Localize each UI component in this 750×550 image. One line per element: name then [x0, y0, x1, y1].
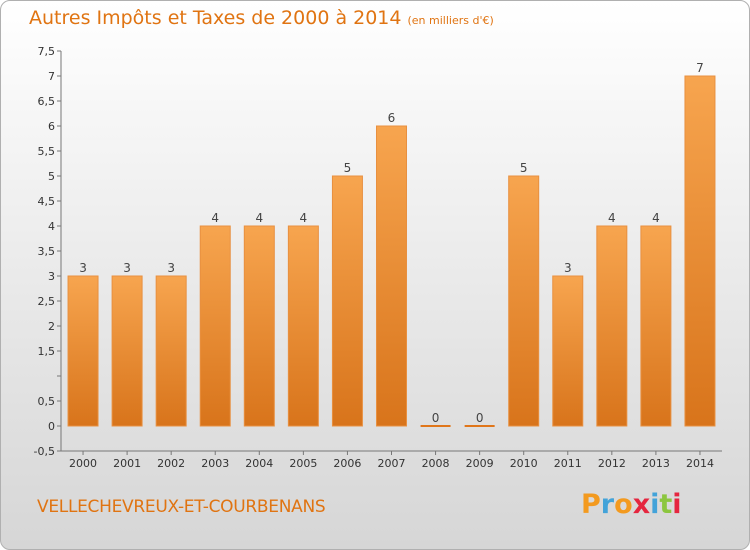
y-tick-label: 5	[48, 170, 55, 183]
x-tick-label: 2007	[378, 457, 406, 470]
y-tick-label: 2,5	[38, 295, 56, 308]
data-label: 3	[79, 261, 87, 275]
x-tick-label: 2001	[113, 457, 141, 470]
bar	[684, 75, 716, 427]
logo-letter: i	[650, 489, 660, 520]
data-labels: 3 3 3 4 4 4 5 6 0 0 5 3 4 4 7	[79, 61, 704, 425]
y-tick-label: 3	[48, 270, 55, 283]
chart-title-text: Autres Impôts et Taxes de 2000 à 2014	[29, 7, 402, 29]
chart-unit: (en milliers d'€)	[407, 14, 494, 27]
x-tick-label: 2012	[598, 457, 626, 470]
bar	[596, 225, 628, 427]
y-tick-label: 7	[48, 70, 55, 83]
y-tick-label: 0,5	[38, 395, 56, 408]
logo-letter: t	[659, 489, 673, 520]
data-label: 3	[123, 261, 131, 275]
data-label: 5	[344, 161, 352, 175]
x-tick-label: 2008	[422, 457, 450, 470]
x-tick-label: 2002	[157, 457, 185, 470]
logo-letter: r	[600, 489, 615, 520]
x-tick-label: 2006	[333, 457, 361, 470]
bar	[508, 175, 540, 427]
x-tick-label: 2011	[554, 457, 582, 470]
bar	[331, 175, 363, 427]
data-label: 3	[167, 261, 175, 275]
proxiti-logo: Proxiti	[581, 489, 682, 520]
y-tick-label: 0	[48, 420, 55, 433]
y-tick-label: 6,5	[38, 95, 56, 108]
logo-letter: x	[632, 489, 651, 520]
y-tick-label: 1,5	[38, 345, 56, 358]
bar	[155, 275, 187, 427]
data-label: 4	[608, 211, 616, 225]
data-label: 4	[211, 211, 219, 225]
chart-title: Autres Impôts et Taxes de 2000 à 2014 (en…	[29, 7, 494, 29]
y-tick-label: 4	[48, 220, 55, 233]
data-label: 4	[255, 211, 263, 225]
logo-letter: o	[614, 489, 633, 520]
data-label: 6	[388, 111, 396, 125]
x-tick-label: 2000	[69, 457, 97, 470]
data-label: 7	[696, 61, 704, 75]
bar	[376, 125, 407, 427]
x-tick-label: 2009	[466, 457, 494, 470]
data-label: 4	[652, 211, 660, 225]
axes: -0,5 0 0,5 1,5 2 2,5 3 3,5 4 4,5 5 5,5 6 6,5 7 7,5 2000 2…	[34, 45, 722, 470]
data-label: 0	[476, 411, 484, 425]
bar	[287, 225, 319, 427]
data-label: 0	[432, 411, 440, 425]
y-tick-label: 5,5	[38, 145, 56, 158]
x-tick-label: 2013	[642, 457, 670, 470]
commune-name: VELLECHEVREUX-ET-COURBENANS	[37, 497, 326, 517]
y-tick-label: 2	[48, 320, 55, 333]
logo-letter: i	[672, 489, 682, 520]
data-label: 3	[564, 261, 572, 275]
y-tick-label: -0,5	[34, 445, 55, 458]
y-tick-label: 3,5	[38, 245, 56, 258]
data-label: 4	[300, 211, 308, 225]
bar	[67, 275, 99, 427]
data-label: 5	[520, 161, 528, 175]
bar	[199, 225, 231, 427]
bar	[640, 225, 672, 427]
y-tick-label: 4,5	[38, 195, 56, 208]
x-tick-label: 2010	[510, 457, 538, 470]
bar	[464, 425, 495, 427]
x-tick-label: 2014	[686, 457, 714, 470]
bar	[111, 275, 143, 427]
y-tick-label: 7,5	[38, 45, 56, 58]
bar	[420, 425, 451, 427]
bar	[552, 275, 584, 427]
bar	[243, 225, 275, 427]
bars	[67, 75, 716, 427]
x-tick-label: 2005	[289, 457, 317, 470]
x-tick-label: 2003	[201, 457, 229, 470]
x-tick-label: 2004	[245, 457, 273, 470]
y-tick-label: 6	[48, 120, 55, 133]
logo-letter: P	[581, 489, 601, 520]
